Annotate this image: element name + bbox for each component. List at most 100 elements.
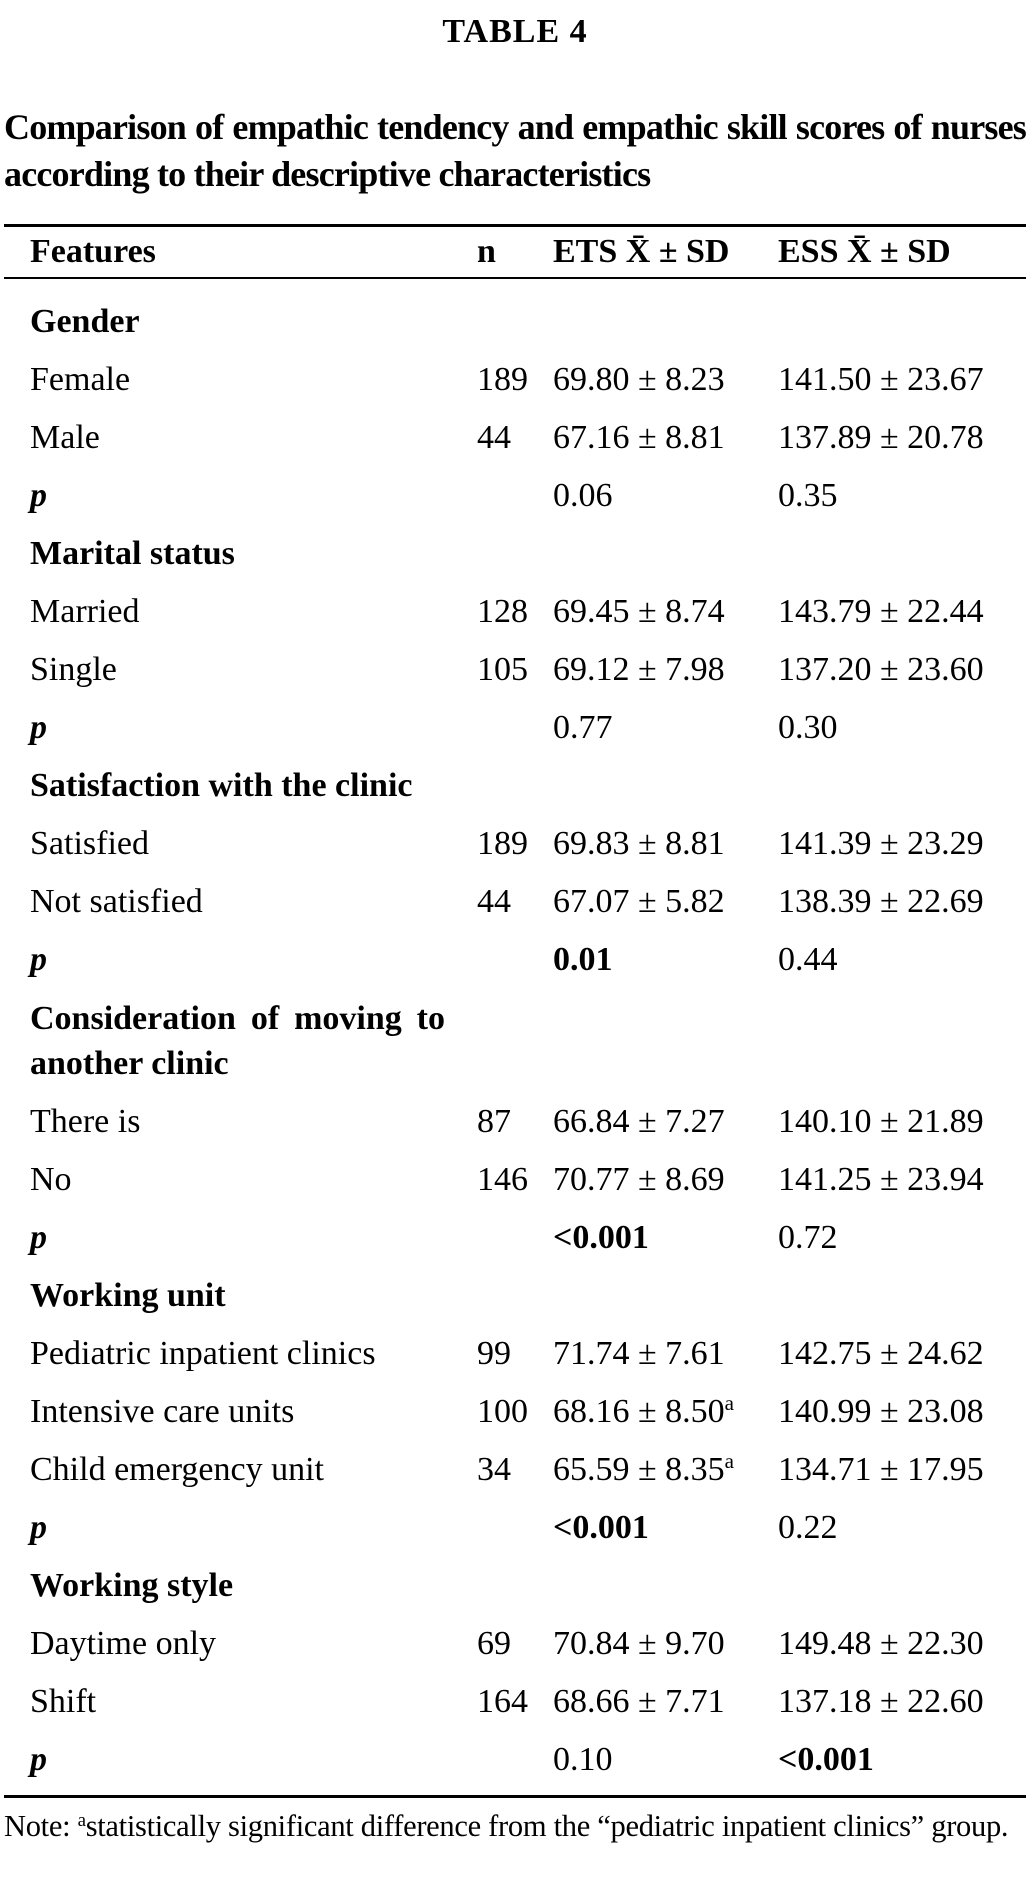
- cell-ess: 140.99 ± 23.08: [778, 1393, 984, 1430]
- section-label: Working unit: [30, 1277, 226, 1314]
- row-label: Daytime only: [30, 1625, 217, 1662]
- ets-value: 68.16 ± 8.50: [553, 1393, 725, 1430]
- table-note: Note: astatistically significant differe…: [4, 1806, 1026, 1846]
- cell-ess: 137.89 ± 20.78: [778, 419, 984, 456]
- cell-ess: 137.18 ± 22.60: [778, 1683, 984, 1720]
- cell-n: 69: [477, 1625, 511, 1662]
- significance-superscript: a: [724, 1449, 735, 1474]
- row-label: Not satisfied: [30, 883, 203, 920]
- column-header-ets: ETS X̄ ± SD: [553, 233, 730, 270]
- cell-n: 164: [477, 1683, 528, 1720]
- cell-ets: 70.77 ± 8.69: [553, 1161, 725, 1198]
- cell-ess: 141.50 ± 23.67: [778, 361, 984, 398]
- table-row-married: Married 128 69.45 ± 8.74 143.79 ± 22.44: [4, 583, 1026, 641]
- top-rule: [4, 224, 1026, 227]
- header-rule: [4, 277, 1026, 279]
- cell-n: 189: [477, 825, 528, 862]
- cell-ets: 68.66 ± 7.71: [553, 1683, 725, 1720]
- section-row-consideration-of-moving: Consideration of moving to another clini…: [4, 989, 1026, 1093]
- table-row-not-satisfied: Not satisfied 44 67.07 ± 5.82 138.39 ± 2…: [4, 873, 1026, 931]
- cell-ess: 149.48 ± 22.30: [778, 1625, 984, 1662]
- note-text: statistically significant difference fro…: [85, 1809, 1009, 1843]
- table-header-row: Features n ETS X̄ ± SD ESS X̄ ± SD: [4, 227, 1026, 277]
- cell-ess: 137.20 ± 23.60: [778, 651, 984, 688]
- cell-p-ets: 0.10: [553, 1741, 613, 1778]
- section-row-satisfaction: Satisfaction with the clinic: [4, 757, 1026, 815]
- section-row-gender: Gender: [4, 293, 1026, 351]
- cell-p-ets: 0.01: [553, 941, 613, 978]
- ets-value: 65.59 ± 8.35: [553, 1451, 725, 1488]
- cell-ets: 69.45 ± 8.74: [553, 593, 725, 630]
- cell-ets: 67.16 ± 8.81: [553, 419, 725, 456]
- table-row-there-is: There is 87 66.84 ± 7.27 140.10 ± 21.89: [4, 1093, 1026, 1151]
- cell-ess: 141.39 ± 23.29: [778, 825, 984, 862]
- cell-n: 44: [477, 883, 511, 920]
- p-row-working-unit: p <0.001 0.22: [4, 1499, 1026, 1557]
- cell-n: 128: [477, 593, 528, 630]
- section-label: Satisfaction with the clinic: [30, 767, 413, 804]
- cell-p-ess: 0.35: [778, 477, 838, 514]
- row-label: Male: [30, 419, 100, 456]
- p-label: p: [30, 709, 47, 746]
- table-row-satisfied: Satisfied 189 69.83 ± 8.81 141.39 ± 23.2…: [4, 815, 1026, 873]
- section-label: Gender: [30, 303, 140, 340]
- p-label: p: [30, 1509, 47, 1546]
- cell-ets: 65.59 ± 8.35a: [553, 1451, 778, 1489]
- significance-superscript: a: [724, 1391, 735, 1416]
- cell-ets: 68.16 ± 8.50a: [553, 1393, 778, 1431]
- cell-n: 87: [477, 1103, 511, 1140]
- cell-p-ets: <0.001: [553, 1509, 649, 1546]
- column-header-ess: ESS X̄ ± SD: [778, 233, 951, 270]
- cell-ess: 138.39 ± 22.69: [778, 883, 984, 920]
- bottom-rule: [4, 1795, 1026, 1798]
- cell-p-ess: 0.22: [778, 1509, 838, 1546]
- column-header-features: Features: [30, 233, 156, 270]
- section-row-working-unit: Working unit: [4, 1267, 1026, 1325]
- cell-ets: 70.84 ± 9.70: [553, 1625, 725, 1662]
- table-body: Gender Female 189 69.80 ± 8.23 141.50 ± …: [4, 279, 1026, 1795]
- row-label: Single: [30, 651, 117, 688]
- table-row-single: Single 105 69.12 ± 7.98 137.20 ± 23.60: [4, 641, 1026, 699]
- note-label: Note:: [4, 1809, 78, 1843]
- p-row-gender: p 0.06 0.35: [4, 467, 1026, 525]
- cell-n: 34: [477, 1451, 511, 1488]
- table-row-child-emergency-unit: Child emergency unit 34 65.59 ± 8.35a 13…: [4, 1441, 1026, 1499]
- row-label: Child emergency unit: [30, 1451, 324, 1488]
- cell-ess: 142.75 ± 24.62: [778, 1335, 984, 1372]
- cell-n: 44: [477, 419, 511, 456]
- cell-ets: 69.12 ± 7.98: [553, 651, 725, 688]
- cell-ets: 67.07 ± 5.82: [553, 883, 725, 920]
- row-label: There is: [30, 1103, 141, 1140]
- cell-p-ets: 0.06: [553, 477, 613, 514]
- table-number: TABLE 4: [442, 13, 588, 50]
- p-row-working-style: p 0.10 <0.001: [4, 1731, 1026, 1789]
- section-row-working-style: Working style: [4, 1557, 1026, 1615]
- p-row-satisfaction: p 0.01 0.44: [4, 931, 1026, 989]
- cell-p-ess: 0.44: [778, 941, 838, 978]
- cell-n: 100: [477, 1393, 528, 1430]
- cell-p-ess: <0.001: [778, 1741, 874, 1778]
- cell-p-ets: 0.77: [553, 709, 613, 746]
- row-label: Female: [30, 361, 131, 398]
- paper-table-page: TABLE 4 Comparison of empathic tendency …: [4, 13, 1027, 1846]
- row-label: No: [30, 1161, 72, 1198]
- cell-p-ess: 0.72: [778, 1219, 838, 1256]
- table-title: Comparison of empathic tendency and empa…: [4, 107, 1027, 194]
- cell-n: 99: [477, 1335, 511, 1372]
- table-row-daytime-only: Daytime only 69 70.84 ± 9.70 149.48 ± 22…: [4, 1615, 1026, 1673]
- cell-ets: 69.83 ± 8.81: [553, 825, 725, 862]
- cell-ess: 143.79 ± 22.44: [778, 593, 984, 630]
- p-row-consideration: p <0.001 0.72: [4, 1209, 1026, 1267]
- cell-n: 105: [477, 651, 528, 688]
- section-label: Working style: [30, 1567, 234, 1604]
- cell-p-ets: <0.001: [553, 1219, 649, 1256]
- cell-ets: 71.74 ± 7.61: [553, 1335, 725, 1372]
- p-label: p: [30, 941, 47, 978]
- row-label: Pediatric inpatient clinics: [30, 1335, 376, 1372]
- column-header-n: n: [477, 233, 496, 270]
- table-row-no: No 146 70.77 ± 8.69 141.25 ± 23.94: [4, 1151, 1026, 1209]
- row-label: Satisfied: [30, 825, 149, 862]
- table-row-female: Female 189 69.80 ± 8.23 141.50 ± 23.67: [4, 351, 1026, 409]
- p-label: p: [30, 477, 47, 514]
- row-label: Intensive care units: [30, 1393, 295, 1430]
